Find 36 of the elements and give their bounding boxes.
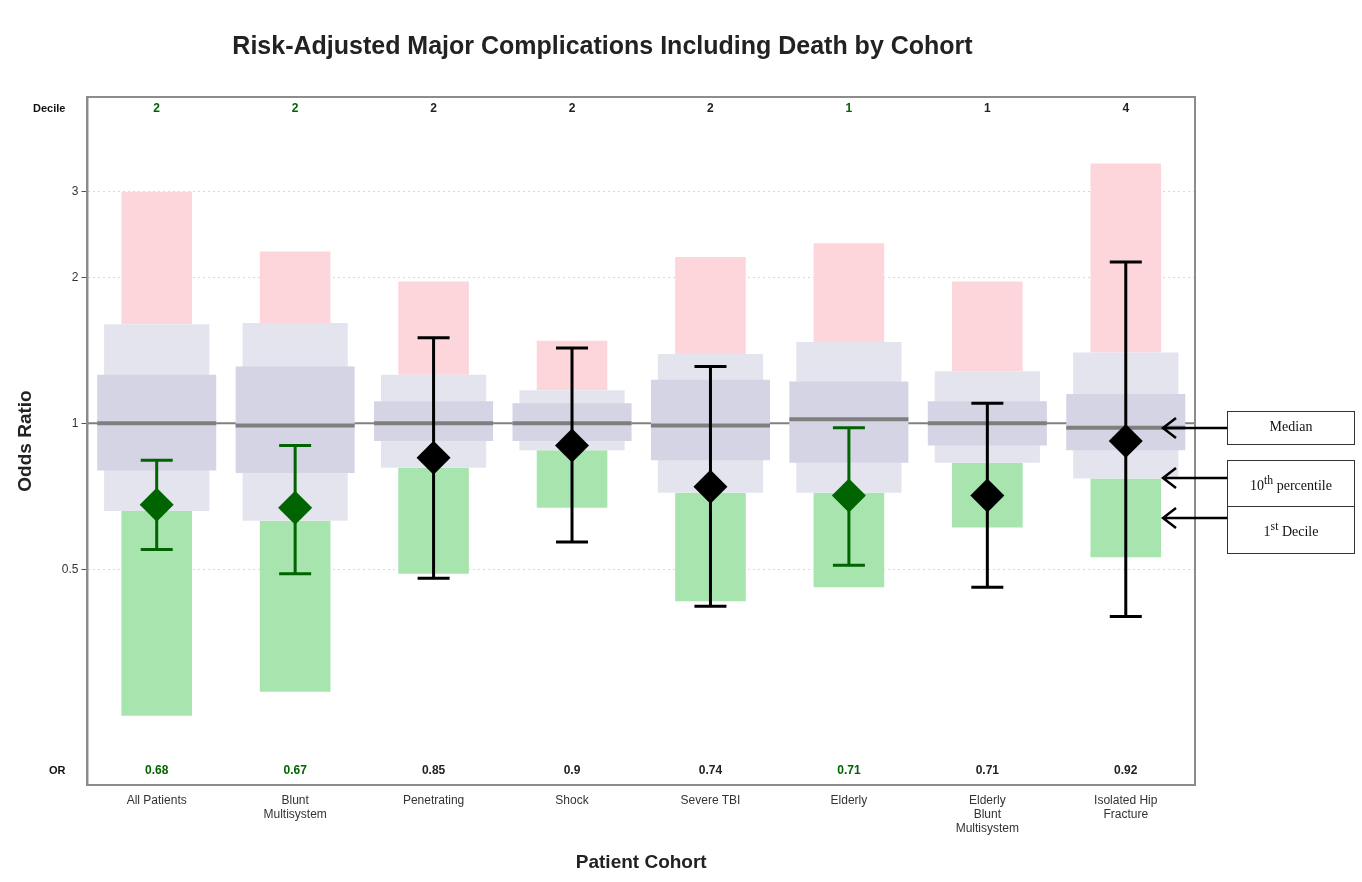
annotation: 0.71 [975, 763, 1000, 778]
annotation: 0.9 [563, 763, 581, 778]
x-tick-label: Elderly Blunt Multisystem [955, 792, 1020, 836]
text: Decile [33, 102, 66, 115]
text: 10$^{th}$ percentile [1250, 474, 1332, 495]
annotation: 4 [1122, 101, 1130, 116]
annotation: 2 [291, 101, 299, 116]
annotation: 0.74 [698, 763, 723, 778]
annotation: 0.68 [145, 763, 169, 778]
chart-title: Risk-Adjusted Major Complications Including Death by Cohort [232, 30, 974, 59]
x-tick-label: Severe TBI [680, 792, 741, 807]
annotation: 2 [707, 101, 715, 116]
x-tick-label: Elderly [830, 792, 868, 807]
x-tick-label: All Patients [126, 792, 187, 807]
x-tick-label: Isolated Hip Fracture [1094, 792, 1158, 821]
annotation: 0.92 [1114, 763, 1138, 778]
annotation: 0.85 [421, 763, 446, 778]
annotation: 2 [153, 101, 161, 116]
text: Median [1269, 419, 1313, 437]
annotation: 0.67 [283, 763, 308, 778]
x-axis-title: Patient Cohort [575, 850, 708, 872]
y-tick-label: 0.5 [61, 561, 79, 576]
y-tick-label: 3 [71, 183, 79, 198]
y-tick-label: 1 [71, 415, 79, 430]
text: 1$^{st}$ Decile [1263, 519, 1319, 541]
annotation: 1 [984, 101, 991, 116]
x-tick-label: Blunt Multisystem [263, 792, 327, 821]
text: OR [48, 764, 66, 777]
x-tick-label: Shock [555, 792, 590, 807]
annotation: 2 [568, 101, 576, 116]
annotation: 0.71 [837, 763, 861, 778]
y-tick-label: 2 [71, 269, 79, 284]
y-axis-title: Odds Ratio [13, 390, 35, 492]
x-tick-label: Penetrating [402, 792, 465, 807]
annotation: 1 [845, 101, 853, 116]
annotation: 2 [430, 101, 438, 116]
